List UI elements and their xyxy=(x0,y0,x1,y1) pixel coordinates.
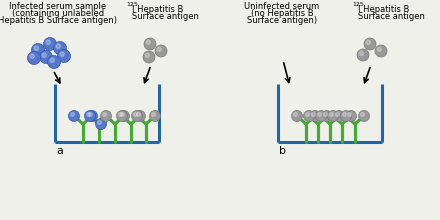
Text: b: b xyxy=(279,146,286,156)
Circle shape xyxy=(133,113,137,116)
Circle shape xyxy=(150,110,161,121)
Circle shape xyxy=(291,110,303,121)
Circle shape xyxy=(145,53,150,57)
Text: Infected serum sample: Infected serum sample xyxy=(9,2,106,11)
Text: Surface antigen): Surface antigen) xyxy=(247,16,317,25)
Circle shape xyxy=(27,51,40,64)
Circle shape xyxy=(377,47,381,51)
Circle shape xyxy=(144,38,156,50)
Circle shape xyxy=(84,110,95,121)
Text: 125: 125 xyxy=(126,2,138,7)
Text: Hepatitis B Surface antigen): Hepatitis B Surface antigen) xyxy=(0,16,117,25)
Circle shape xyxy=(70,113,74,116)
Circle shape xyxy=(146,40,150,44)
Text: Uninfected serum: Uninfected serum xyxy=(244,2,319,11)
Circle shape xyxy=(34,46,38,50)
Text: I Hepatitis B: I Hepatitis B xyxy=(132,5,183,14)
Circle shape xyxy=(334,110,345,121)
Circle shape xyxy=(117,110,128,121)
Circle shape xyxy=(87,113,90,116)
Circle shape xyxy=(293,113,297,116)
Circle shape xyxy=(315,110,326,121)
Text: (no Hepatitis B: (no Hepatitis B xyxy=(251,9,313,18)
Circle shape xyxy=(132,110,143,121)
Circle shape xyxy=(44,37,56,51)
Circle shape xyxy=(88,113,92,116)
Circle shape xyxy=(336,113,339,116)
Circle shape xyxy=(357,49,369,61)
Circle shape xyxy=(330,113,334,116)
Circle shape xyxy=(360,113,364,116)
Circle shape xyxy=(56,44,60,48)
Circle shape xyxy=(103,113,106,116)
Circle shape xyxy=(327,110,338,121)
Circle shape xyxy=(359,51,363,55)
Circle shape xyxy=(32,44,44,57)
Circle shape xyxy=(135,110,146,121)
Text: I Hepatitis B: I Hepatitis B xyxy=(358,5,409,14)
Circle shape xyxy=(345,110,356,121)
Circle shape xyxy=(309,110,320,121)
Circle shape xyxy=(121,113,125,116)
Circle shape xyxy=(136,113,140,116)
Circle shape xyxy=(155,45,167,57)
Circle shape xyxy=(157,47,161,51)
Text: a: a xyxy=(56,146,63,156)
Circle shape xyxy=(100,110,111,121)
Text: (containing unlabeled: (containing unlabeled xyxy=(12,9,104,18)
Circle shape xyxy=(118,113,122,116)
Circle shape xyxy=(318,113,321,116)
Circle shape xyxy=(348,113,352,116)
Circle shape xyxy=(50,58,55,62)
Circle shape xyxy=(87,110,98,121)
Circle shape xyxy=(342,113,346,116)
Circle shape xyxy=(359,110,370,121)
Circle shape xyxy=(46,40,51,44)
Circle shape xyxy=(69,110,80,121)
Circle shape xyxy=(341,110,352,121)
Text: 125: 125 xyxy=(352,2,364,7)
Circle shape xyxy=(322,110,333,121)
Circle shape xyxy=(58,50,70,62)
Circle shape xyxy=(304,110,315,121)
Circle shape xyxy=(323,113,327,116)
Circle shape xyxy=(143,51,155,63)
Circle shape xyxy=(60,52,64,57)
Circle shape xyxy=(305,113,309,116)
Circle shape xyxy=(118,110,129,121)
Circle shape xyxy=(98,121,101,124)
Circle shape xyxy=(312,113,315,116)
Circle shape xyxy=(95,119,106,130)
Text: Surface antigen: Surface antigen xyxy=(358,12,425,21)
Circle shape xyxy=(48,55,60,68)
Circle shape xyxy=(54,42,66,55)
Text: Surface antigen: Surface antigen xyxy=(132,12,199,21)
Circle shape xyxy=(366,40,370,44)
Circle shape xyxy=(42,53,47,57)
Circle shape xyxy=(364,38,376,50)
Circle shape xyxy=(375,45,387,57)
Circle shape xyxy=(151,113,155,116)
Circle shape xyxy=(40,51,52,64)
Circle shape xyxy=(30,54,34,59)
